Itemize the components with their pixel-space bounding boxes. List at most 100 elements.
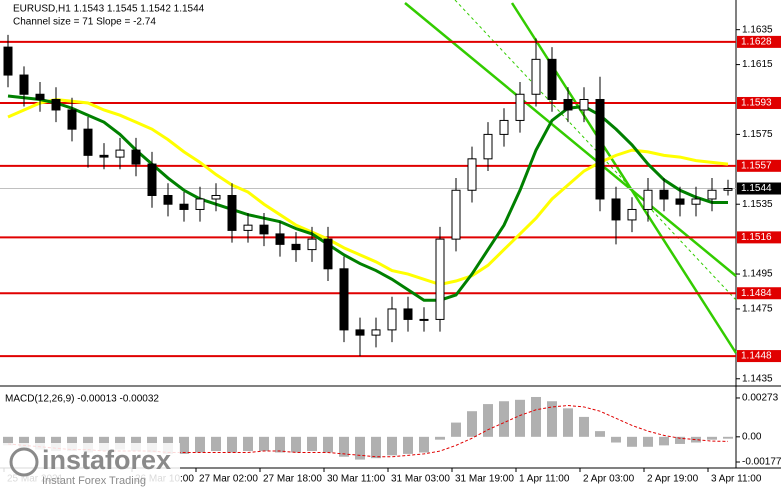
macd-bar [595, 431, 605, 437]
macd-bar [195, 436, 205, 453]
macd-bar [467, 411, 477, 437]
macd-bar [659, 436, 669, 446]
level-label-box [737, 287, 781, 300]
candle-body [563, 98, 573, 111]
macd-bar [307, 436, 317, 452]
candle-body [67, 109, 77, 130]
macd-bar [355, 436, 365, 460]
x-tick-label: 2 Apr 19:00 [647, 474, 699, 485]
candle-body [19, 74, 29, 95]
y-tick-label: 0.00273 [742, 393, 779, 404]
macd-bar [611, 436, 621, 443]
x-tick-label: 1 Apr 11:00 [519, 474, 570, 485]
x-tick-label: 3 Apr 11:00 [711, 474, 762, 485]
candle-body [211, 194, 221, 200]
candle-body [51, 98, 61, 111]
macd-bar [19, 436, 29, 449]
candle-body [227, 194, 237, 231]
macd-bar [675, 436, 685, 444]
candle-body [515, 93, 525, 121]
candle-body [195, 198, 205, 210]
candle-body [291, 243, 301, 251]
x-tick-label: 2 Apr 03:00 [583, 474, 635, 485]
candle-body [547, 58, 557, 100]
candle-body [131, 149, 141, 165]
macd-bar [499, 401, 509, 437]
candle-body [707, 189, 717, 200]
macd-bar [451, 422, 461, 437]
candle-body [355, 329, 365, 336]
macd-bar [403, 436, 413, 454]
candle-body [83, 128, 93, 156]
macd-bar [723, 436, 733, 439]
candle-body [371, 329, 381, 336]
macd-bar [483, 404, 493, 437]
y-tick-label: 1.1575 [742, 129, 773, 140]
candle-body [691, 198, 701, 205]
candle-body [627, 208, 637, 221]
level-label: 1.1557 [741, 160, 772, 171]
macd-bar [579, 416, 589, 437]
x-tick-label: 30 Mar 11:00 [327, 474, 386, 485]
candle-body [307, 238, 317, 251]
candle-body [147, 163, 157, 196]
macd-bar [291, 436, 301, 453]
macd-bar [371, 436, 381, 459]
x-tick-label: 31 Mar 19:00 [455, 474, 514, 485]
candle-body [595, 98, 605, 200]
candle-body [483, 133, 493, 160]
macd-bar [643, 436, 653, 447]
level-label: 1.1484 [741, 288, 772, 299]
candle-body [99, 154, 109, 158]
candle-body [403, 308, 413, 320]
macd-bar [179, 436, 189, 454]
channel-upper [404, 2, 737, 277]
candle-body [115, 149, 125, 158]
macd-bar [387, 436, 397, 456]
level-label-box [737, 231, 781, 244]
macd-bar [515, 399, 525, 437]
macd-bar [419, 436, 429, 453]
y-tick-label: 1.1435 [742, 373, 773, 384]
macd-bar [3, 436, 13, 446]
logo-name: instaforex [42, 445, 171, 475]
level-label: 1.1516 [741, 232, 772, 243]
candle-body [35, 93, 45, 100]
logo-tagline: Instant Forex Trading [42, 475, 146, 487]
macd-bar [227, 436, 237, 453]
candle-body [339, 268, 349, 331]
candle-body [323, 238, 333, 270]
candle-body [163, 194, 173, 205]
macd-bar [259, 436, 269, 452]
candle-body [579, 98, 589, 111]
candle-body [419, 318, 429, 321]
y-tick-label: 1.1635 [742, 24, 773, 35]
x-tick-label: 27 Mar 02:00 [199, 474, 258, 485]
level-label: 1.1593 [741, 98, 772, 109]
level-label-box [737, 159, 781, 172]
macd-bar [323, 436, 333, 453]
candle-body [467, 158, 477, 191]
candle-body [611, 198, 621, 221]
current-price-box [737, 182, 781, 195]
macd-bar [339, 436, 349, 457]
macd-bar [627, 436, 637, 447]
logo-icon [9, 447, 39, 477]
macd-bar [275, 436, 285, 453]
macd-bar [243, 436, 253, 452]
level-label: 1.1448 [741, 351, 772, 362]
candle-body [451, 189, 461, 240]
level-label-box [737, 35, 781, 48]
candle-body [643, 189, 653, 210]
x-tick-label: 31 Mar 03:00 [391, 474, 450, 485]
candle-body [387, 308, 397, 331]
macd-bar [707, 436, 717, 440]
macd-bar [435, 436, 445, 440]
candle-body [275, 233, 285, 245]
level-label-box [737, 350, 781, 363]
logo: instaforex Instant Forex Trading [0, 443, 180, 489]
candle-body [723, 188, 733, 191]
candle-body [675, 198, 685, 205]
